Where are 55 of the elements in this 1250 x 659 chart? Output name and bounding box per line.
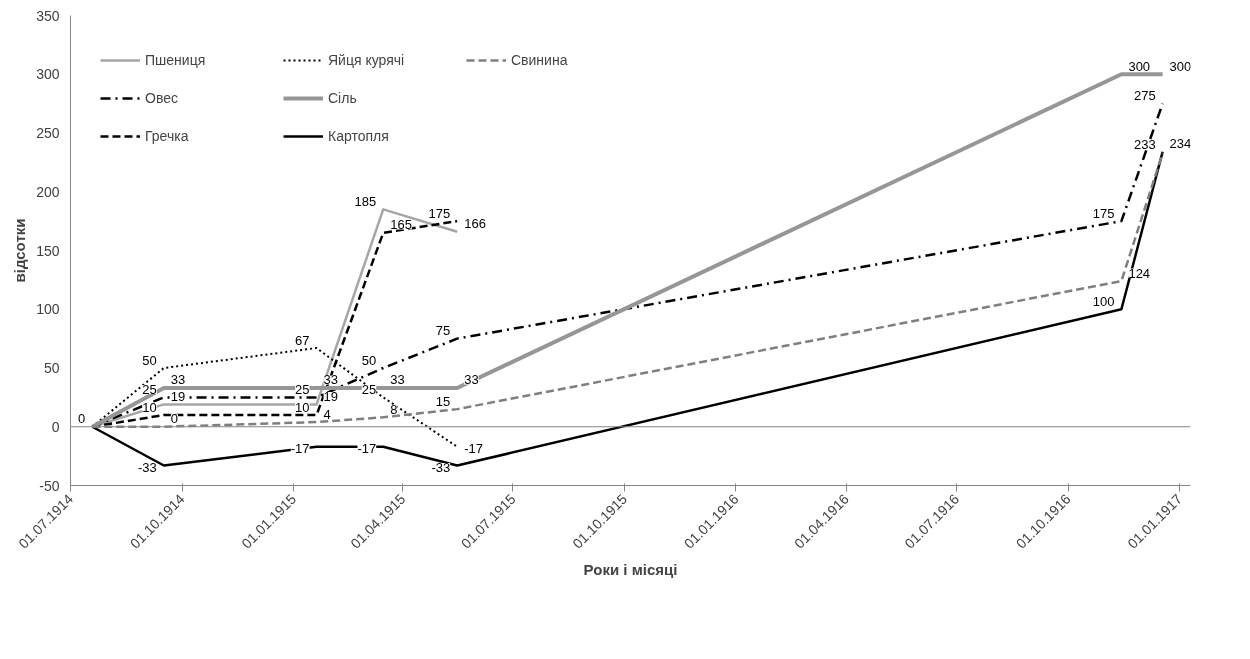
y-tick-label: 300 xyxy=(36,66,60,83)
y-tick-label: -50 xyxy=(39,477,60,494)
y-tick-label: 200 xyxy=(36,183,60,200)
data-label: 0 xyxy=(78,411,86,427)
data-label: 175 xyxy=(428,205,451,221)
data-label: 124 xyxy=(1128,265,1151,281)
data-label: 67 xyxy=(295,332,310,348)
legend-label: Овес xyxy=(145,89,179,108)
data-label: 25 xyxy=(295,381,310,397)
data-label: 33 xyxy=(170,372,186,388)
data-label: 233 xyxy=(1133,137,1156,153)
data-label: 166 xyxy=(464,216,486,232)
data-label: 185 xyxy=(354,193,377,209)
data-label: 10 xyxy=(295,399,310,415)
legend-label: Картопля xyxy=(328,127,390,146)
data-label: 300 xyxy=(1169,58,1192,74)
data-label: 19 xyxy=(170,388,186,404)
data-label: 275 xyxy=(1133,88,1156,104)
data-label: 15 xyxy=(435,393,451,409)
data-label: 25 xyxy=(142,381,157,397)
data-label: 175 xyxy=(1092,205,1115,221)
data-label: 50 xyxy=(142,352,157,368)
data-label: 4 xyxy=(323,406,331,422)
data-label: 300 xyxy=(1128,58,1151,74)
y-tick-label: 150 xyxy=(36,242,60,259)
y-tick-label: 50 xyxy=(43,360,60,376)
data-label: 19 xyxy=(323,388,339,404)
data-label: -33 xyxy=(138,460,157,476)
data-label: 100 xyxy=(1092,293,1115,309)
y-axis-title: відсотки xyxy=(11,218,29,283)
y-tick-label: 250 xyxy=(36,125,60,141)
data-label: 8 xyxy=(390,401,398,417)
data-label: 33 xyxy=(323,372,339,388)
data-label: 75 xyxy=(435,323,451,339)
data-label: 25 xyxy=(361,381,377,397)
legend-label: Гречка xyxy=(145,127,190,146)
y-tick-label: 100 xyxy=(36,301,60,318)
legend-label: Свинина xyxy=(511,51,569,70)
data-label: -17 xyxy=(464,441,483,457)
data-label: 0 xyxy=(170,411,179,427)
data-label: 50 xyxy=(361,352,377,368)
data-label: -33 xyxy=(431,460,451,476)
y-tick-label: 0 xyxy=(51,418,60,435)
data-label: 33 xyxy=(464,372,479,388)
x-axis-title: Роки і місяці xyxy=(583,561,678,579)
data-label: -17 xyxy=(357,441,377,457)
data-label: -17 xyxy=(290,441,310,457)
data-label: 165 xyxy=(390,217,412,233)
data-label: 33 xyxy=(390,372,405,388)
legend-label: Яйця курячі xyxy=(328,51,406,70)
data-label: 10 xyxy=(142,399,157,415)
data-label: 234 xyxy=(1169,136,1192,152)
legend-label: Сіль xyxy=(328,89,358,108)
legend-label: Пшениця xyxy=(145,51,207,70)
y-tick-label: 350 xyxy=(36,7,60,24)
